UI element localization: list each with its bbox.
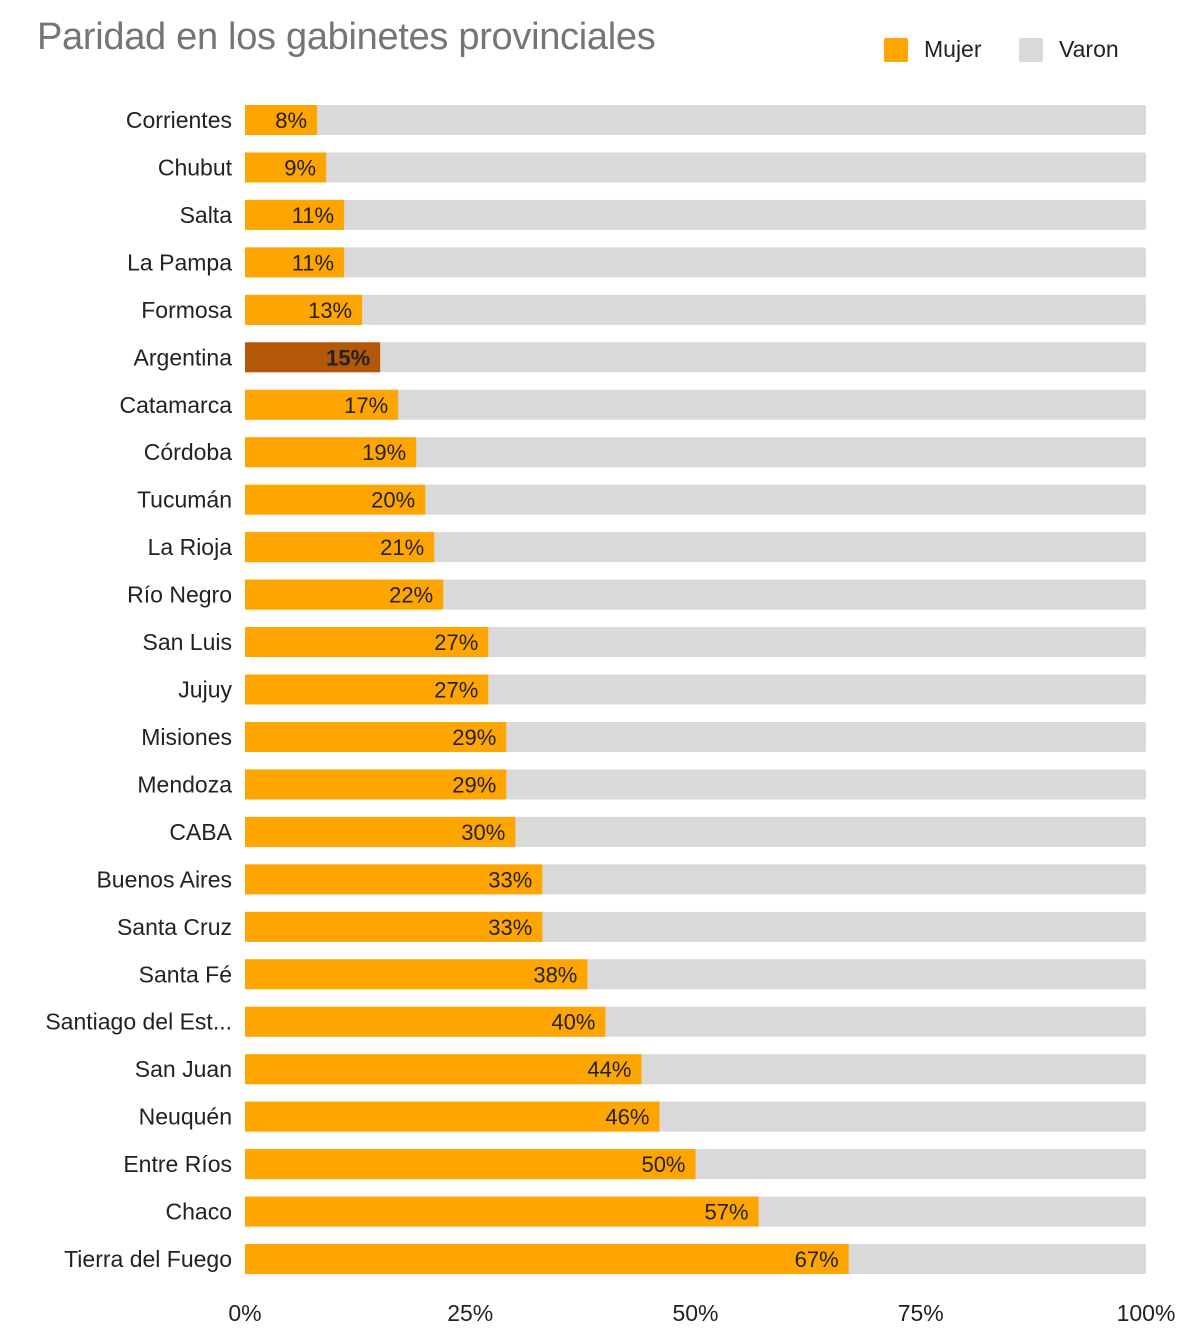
bar-mujer-11 bbox=[245, 627, 489, 658]
bar-mujer-13 bbox=[245, 721, 507, 752]
bar-mujer-8 bbox=[245, 484, 426, 515]
bar-mujer-16 bbox=[245, 864, 543, 895]
category-label-20: San Juan bbox=[135, 1056, 232, 1082]
bar-varon-2 bbox=[245, 199, 1146, 230]
category-label-21: Neuquén bbox=[139, 1104, 232, 1130]
bar-varon-4 bbox=[245, 294, 1146, 325]
category-label-7: Córdoba bbox=[144, 439, 232, 465]
data-label-6: 17% bbox=[344, 393, 388, 418]
bar-mujer-23 bbox=[245, 1196, 759, 1227]
category-label-15: CABA bbox=[169, 819, 232, 845]
category-label-12: Jujuy bbox=[178, 677, 232, 703]
data-label-11: 27% bbox=[434, 630, 478, 655]
data-label-14: 29% bbox=[452, 772, 496, 797]
bar-varon-10 bbox=[245, 579, 1146, 610]
data-label-21: 46% bbox=[605, 1105, 649, 1130]
legend-item-varon[interactable]: Varon bbox=[1019, 36, 1119, 63]
bar-varon-8 bbox=[245, 484, 1146, 515]
bar-varon-3 bbox=[245, 247, 1146, 278]
bar-varon-9 bbox=[245, 532, 1146, 563]
bar-mujer-10 bbox=[245, 579, 444, 610]
bar-varon-5 bbox=[245, 342, 1146, 373]
bar-mujer-24 bbox=[245, 1244, 849, 1275]
data-label-4: 13% bbox=[308, 298, 352, 323]
category-label-19: Santiago del Est... bbox=[45, 1009, 232, 1035]
data-label-9: 21% bbox=[380, 535, 424, 560]
bar-mujer-17 bbox=[245, 911, 543, 942]
category-label-11: San Luis bbox=[142, 629, 232, 655]
bar-varon-6 bbox=[245, 389, 1146, 420]
data-label-1: 9% bbox=[284, 155, 316, 180]
data-label-3: 11% bbox=[292, 250, 334, 275]
bar-mujer-1 bbox=[245, 152, 327, 183]
bar-mujer-18 bbox=[245, 959, 588, 990]
category-label-4: Formosa bbox=[141, 297, 232, 323]
data-label-16: 33% bbox=[488, 867, 532, 892]
data-label-24: 67% bbox=[795, 1247, 839, 1272]
category-label-22: Entre Ríos bbox=[123, 1151, 232, 1177]
category-label-8: Tucumán bbox=[137, 487, 232, 513]
category-label-9: La Rioja bbox=[148, 534, 233, 560]
category-label-3: La Pampa bbox=[127, 249, 232, 275]
bar-varon-7 bbox=[245, 437, 1146, 468]
legend-swatch-mujer bbox=[884, 37, 908, 62]
category-label-14: Mendoza bbox=[137, 771, 232, 797]
x-tick-label-2: 50% bbox=[672, 1300, 718, 1326]
bar-mujer-9 bbox=[245, 532, 435, 563]
bar-mujer-5 bbox=[245, 342, 381, 373]
category-label-18: Santa Fé bbox=[139, 961, 232, 987]
bar-mujer-2 bbox=[245, 199, 345, 230]
bar-mujer-12 bbox=[245, 674, 489, 705]
bar-mujer-14 bbox=[245, 769, 507, 800]
data-label-5: 15% bbox=[326, 345, 370, 370]
category-label-16: Buenos Aires bbox=[96, 866, 232, 892]
data-label-20: 44% bbox=[587, 1057, 631, 1082]
x-tick-label-4: 100% bbox=[1117, 1300, 1176, 1326]
bar-mujer-20 bbox=[245, 1054, 642, 1085]
bar-mujer-21 bbox=[245, 1101, 660, 1132]
legend-item-mujer[interactable]: Mujer bbox=[884, 36, 982, 63]
data-label-18: 38% bbox=[533, 962, 577, 987]
x-tick-label-1: 25% bbox=[447, 1300, 493, 1326]
category-label-0: Corrientes bbox=[126, 107, 232, 133]
bar-varon-0 bbox=[245, 105, 1146, 135]
category-label-10: Río Negro bbox=[127, 582, 232, 608]
category-label-13: Misiones bbox=[141, 724, 232, 750]
data-label-19: 40% bbox=[551, 1010, 595, 1035]
legend-label-mujer: Mujer bbox=[924, 36, 982, 62]
chart-title: Paridad en los gabinetes provinciales bbox=[37, 16, 656, 58]
data-label-12: 27% bbox=[434, 678, 478, 703]
category-label-1: Chubut bbox=[158, 154, 233, 180]
data-label-7: 19% bbox=[362, 440, 406, 465]
bar-mujer-22 bbox=[245, 1149, 696, 1180]
bar-mujer-6 bbox=[245, 389, 399, 420]
bar-mujer-19 bbox=[245, 1006, 606, 1037]
data-label-13: 29% bbox=[452, 725, 496, 750]
bar-mujer-7 bbox=[245, 437, 417, 468]
x-tick-label-3: 75% bbox=[898, 1300, 944, 1326]
category-label-23: Chaco bbox=[166, 1199, 232, 1225]
legend-label-varon: Varon bbox=[1059, 36, 1119, 62]
category-label-6: Catamarca bbox=[120, 392, 233, 418]
data-label-8: 20% bbox=[371, 488, 415, 513]
data-label-0: 8% bbox=[275, 108, 307, 133]
data-label-22: 50% bbox=[641, 1152, 685, 1177]
bar-mujer-3 bbox=[245, 247, 345, 278]
category-label-5: Argentina bbox=[134, 344, 233, 370]
data-label-17: 33% bbox=[488, 915, 532, 940]
bar-mujer-0 bbox=[245, 105, 318, 135]
data-label-2: 11% bbox=[292, 203, 334, 228]
x-tick-label-0: 0% bbox=[228, 1300, 261, 1326]
bar-varon-1 bbox=[245, 152, 1146, 183]
legend-swatch-varon bbox=[1019, 37, 1043, 62]
data-label-23: 57% bbox=[705, 1200, 749, 1225]
data-label-10: 22% bbox=[389, 583, 433, 608]
bar-mujer-15 bbox=[245, 816, 516, 847]
data-label-15: 30% bbox=[461, 820, 505, 845]
category-label-2: Salta bbox=[180, 202, 233, 228]
category-label-17: Santa Cruz bbox=[117, 914, 232, 940]
bar-mujer-4 bbox=[245, 294, 363, 325]
category-label-24: Tierra del Fuego bbox=[64, 1246, 232, 1272]
